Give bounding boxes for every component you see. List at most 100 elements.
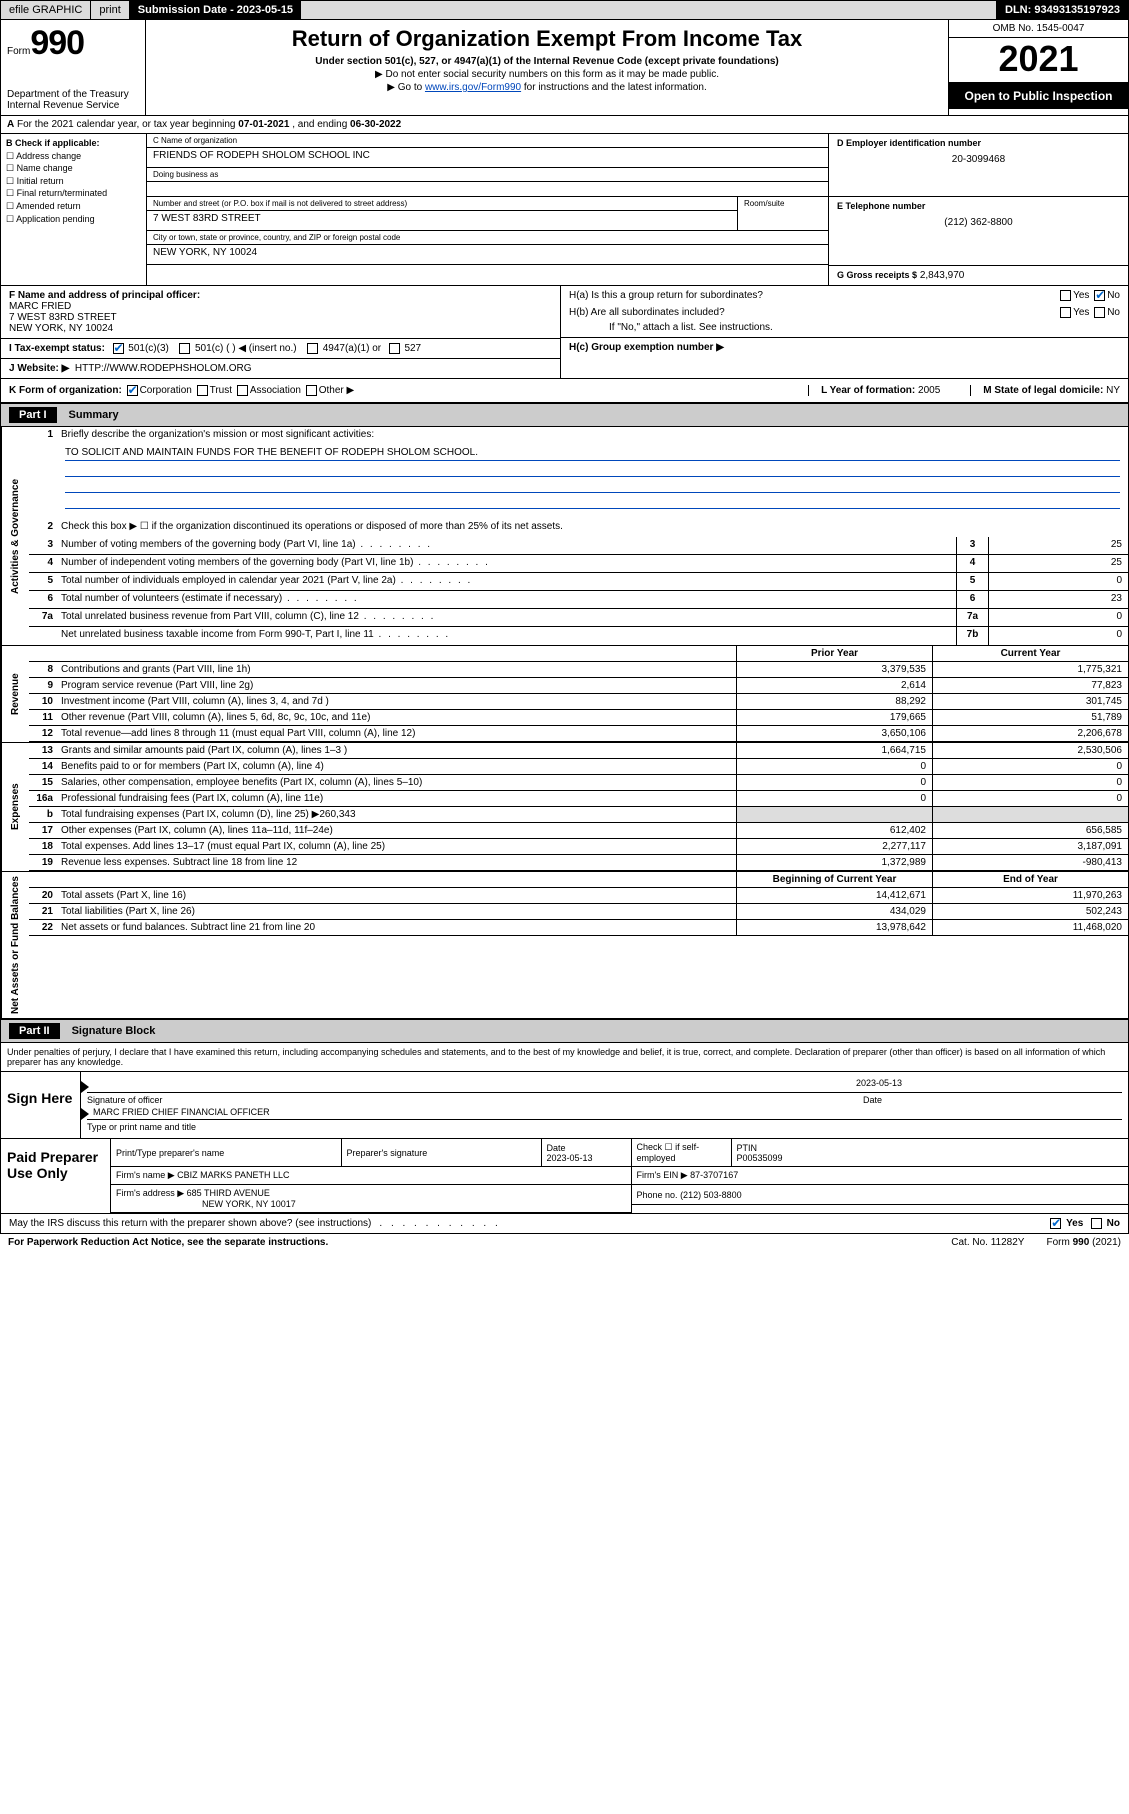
discuss-yes-chk[interactable] <box>1050 1218 1061 1229</box>
firm-name-lbl: Firm's name ▶ <box>116 1170 175 1180</box>
firm-phone-val: (212) 503-8800 <box>680 1190 742 1200</box>
chk-other[interactable] <box>306 385 317 396</box>
header-left: Form990 Department of the Treasury Inter… <box>1 20 146 115</box>
officer-addr1: 7 WEST 83RD STREET <box>9 312 117 323</box>
current-year-val: 0 <box>932 759 1128 774</box>
cat-no: Cat. No. 11282Y <box>951 1237 1024 1248</box>
row-num: 19 <box>29 855 57 870</box>
chk-final-return[interactable]: ☐ Final return/terminated <box>6 187 141 200</box>
row-text: Number of independent voting members of … <box>57 555 956 572</box>
row-box-num: 7b <box>956 627 988 645</box>
chk-name-change-label: Name change <box>17 163 73 173</box>
header-subtitle-3: Go to www.irs.gov/Form990 for instructio… <box>154 82 940 93</box>
website-value: HTTP://WWW.RODEPHSHOLOM.ORG <box>75 363 252 374</box>
irs-label: Internal Revenue Service <box>7 100 139 111</box>
row-text: Program service revenue (Part VIII, line… <box>57 678 736 693</box>
chk-association[interactable] <box>237 385 248 396</box>
type-name-label: Type or print name and title <box>87 1122 196 1132</box>
row-box-val: 0 <box>988 609 1128 626</box>
section-c-address: Number and street (or P.O. box if mail i… <box>146 197 828 265</box>
section-f-label: F Name and address of principal officer: <box>9 290 200 301</box>
summary-row: Net unrelated business taxable income fr… <box>29 627 1128 645</box>
chk-corporation[interactable] <box>127 385 138 396</box>
chk-trust[interactable] <box>197 385 208 396</box>
vlabel-expenses: Expenses <box>1 743 29 871</box>
chk-address-change[interactable]: ☐ Address change <box>6 150 141 163</box>
hb-no-chk[interactable] <box>1094 307 1105 318</box>
row-num: 13 <box>29 743 57 758</box>
firm-addr-cell: Firm's address ▶ 685 THIRD AVENUE NEW YO… <box>111 1185 631 1213</box>
prior-year-val: 0 <box>736 791 932 806</box>
paid-preparer-block: Paid Preparer Use Only Print/Type prepar… <box>0 1139 1129 1214</box>
chk-initial-return-label: Initial return <box>17 176 64 186</box>
hb-no: No <box>1107 307 1120 318</box>
prep-name-hdr: Print/Type preparer's name <box>111 1139 341 1167</box>
city-label: City or town, state or province, country… <box>147 230 828 245</box>
officer-signature-line[interactable] <box>87 1092 1122 1093</box>
mission-text: TO SOLICIT AND MAINTAIN FUNDS FOR THE BE… <box>65 447 1120 461</box>
prior-year-val: 2,614 <box>736 678 932 693</box>
officer-name: MARC FRIED <box>9 301 71 312</box>
section-i: I Tax-exempt status: 501(c)(3) 501(c) ( … <box>9 343 552 354</box>
opt-527: 527 <box>404 343 421 354</box>
row-num: 15 <box>29 775 57 790</box>
row-num: 14 <box>29 759 57 774</box>
phone-value: (212) 362-8800 <box>837 217 1120 228</box>
current-year-val: 502,243 <box>932 904 1128 919</box>
mission-line-3 <box>65 479 1120 493</box>
sign-here-body: 2023-05-13 Signature of officer Date MAR… <box>81 1072 1128 1138</box>
prep-selfemp-cell[interactable]: Check ☐ if self-employed <box>631 1139 731 1167</box>
chk-initial-return[interactable]: ☐ Initial return <box>6 175 141 188</box>
page-footer: For Paperwork Reduction Act Notice, see … <box>0 1234 1129 1251</box>
officer-printed-name: MARC FRIED CHIEF FINANCIAL OFFICER <box>93 1107 270 1117</box>
org-name-label: C Name of organization <box>147 134 828 148</box>
chk-application-pending[interactable]: ☐ Application pending <box>6 213 141 226</box>
firm-name-cell: Firm's name ▶ CBIZ MARKS PANETH LLC <box>111 1167 631 1185</box>
goto-pre: Go to <box>398 82 425 93</box>
firm-addr1: 685 THIRD AVENUE <box>187 1188 270 1198</box>
chk-amended-return[interactable]: ☐ Amended return <box>6 200 141 213</box>
arrow-icon-2 <box>81 1108 89 1120</box>
chk-name-change[interactable]: ☐ Name change <box>6 162 141 175</box>
table-row: 11 Other revenue (Part VIII, column (A),… <box>29 710 1128 726</box>
preparer-row-1: Print/Type preparer's name Preparer's si… <box>111 1139 1128 1167</box>
ha-yes-chk[interactable] <box>1060 290 1071 301</box>
dba-label: Doing business as <box>147 167 828 182</box>
chk-application-pending-label: Application pending <box>16 214 95 224</box>
row-box-num: 4 <box>956 555 988 572</box>
ha-no-chk[interactable] <box>1094 290 1105 301</box>
current-year-val: 0 <box>932 775 1128 790</box>
form990-link[interactable]: www.irs.gov/Form990 <box>425 82 521 93</box>
chk-501c[interactable] <box>179 343 190 354</box>
chk-501c3[interactable] <box>113 343 124 354</box>
prior-year-val: 434,029 <box>736 904 932 919</box>
prior-year-val: 0 <box>736 759 932 774</box>
hb-yes-chk[interactable] <box>1060 307 1071 318</box>
ein-label: D Employer identification number <box>837 138 1120 148</box>
table-row: 12 Total revenue—add lines 8 through 11 … <box>29 726 1128 742</box>
tax-year: 2021 <box>949 38 1128 83</box>
row-num: 20 <box>29 888 57 903</box>
block-net-assets: Net Assets or Fund Balances Beginning of… <box>0 872 1129 1019</box>
org-name: FRIENDS OF RODEPH SHOLOM SCHOOL INC <box>147 148 828 167</box>
row-text: Revenue less expenses. Subtract line 18 … <box>57 855 736 870</box>
mission-text-area: TO SOLICIT AND MAINTAIN FUNDS FOR THE BE… <box>29 445 1128 519</box>
efile-graphic-button[interactable]: efile GRAPHIC <box>1 1 91 19</box>
discuss-no-chk[interactable] <box>1091 1218 1102 1229</box>
ein-value: 20-3099468 <box>837 154 1120 165</box>
chk-4947[interactable] <box>307 343 318 354</box>
row-a-mid: , and ending <box>292 119 350 130</box>
print-button[interactable]: print <box>91 1 129 19</box>
prior-year-val: 3,379,535 <box>736 662 932 677</box>
row-num: 9 <box>29 678 57 693</box>
current-year-val: 3,187,091 <box>932 839 1128 854</box>
chk-527[interactable] <box>389 343 400 354</box>
part1-title: Summary <box>69 409 119 421</box>
row-num: 4 <box>29 555 57 572</box>
row-num: 8 <box>29 662 57 677</box>
l-value: 2005 <box>918 385 940 396</box>
prior-year-val: 1,372,989 <box>736 855 932 870</box>
vlabel-revenue: Revenue <box>1 646 29 742</box>
form-header: Form990 Department of the Treasury Inter… <box>0 20 1129 116</box>
firm-addr-lbl: Firm's address ▶ <box>116 1188 184 1198</box>
